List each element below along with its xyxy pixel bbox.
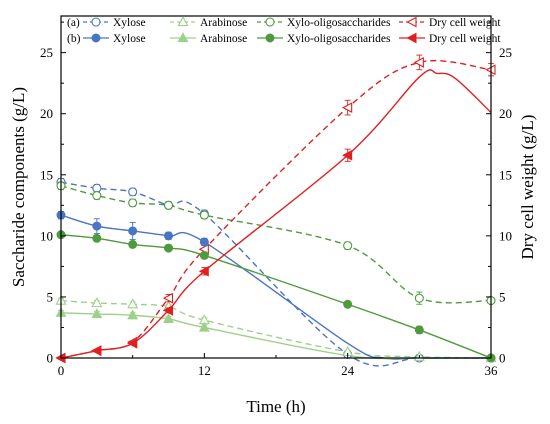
data-point bbox=[341, 102, 353, 114]
data-point bbox=[343, 299, 353, 309]
data-point bbox=[128, 239, 138, 249]
data-point bbox=[164, 231, 173, 241]
y-tick-label: 15 bbox=[40, 167, 53, 182]
data-point bbox=[198, 265, 209, 277]
y-tick-label: 25 bbox=[40, 45, 53, 60]
legend-marker bbox=[91, 33, 101, 43]
data-point bbox=[91, 297, 103, 308]
y2-tick-label: 10 bbox=[499, 228, 512, 243]
legend-entry-label: Dry cell weight bbox=[429, 17, 501, 29]
data-point bbox=[91, 345, 102, 357]
legend-group-label: (b) bbox=[67, 33, 81, 45]
legend-entry-label: Dry cell weight bbox=[429, 33, 501, 45]
legend-marker bbox=[91, 17, 101, 27]
axis-ticks bbox=[60, 21, 492, 359]
data-point bbox=[127, 298, 139, 309]
data-point bbox=[342, 149, 353, 161]
legend-group-label: (a) bbox=[67, 17, 80, 29]
legend-entry-label: Xylo-oligosaccharides bbox=[287, 17, 391, 29]
legend-marker bbox=[406, 16, 417, 28]
data-point bbox=[163, 313, 174, 324]
data-point bbox=[199, 237, 209, 247]
legend-marker bbox=[265, 33, 275, 43]
data-point bbox=[92, 221, 102, 231]
data-point bbox=[199, 250, 209, 260]
series-line-b-dry-cell-weight bbox=[60, 69, 492, 359]
data-point bbox=[413, 57, 424, 68]
x-axis-label: Time (h) bbox=[246, 397, 305, 416]
legend-entry-label: Xylo-oligosaccharides bbox=[287, 33, 391, 45]
series-line-a-xylose bbox=[60, 181, 492, 367]
data-point bbox=[198, 321, 210, 332]
series-line-b-xylo-oligosaccharides bbox=[60, 233, 492, 359]
y-tick-label: 5 bbox=[47, 289, 54, 304]
data-point bbox=[414, 325, 424, 335]
data-point bbox=[199, 210, 209, 220]
x-tick-label: 24 bbox=[341, 363, 355, 378]
data-point bbox=[164, 243, 173, 253]
data-point bbox=[127, 309, 139, 320]
series-markers bbox=[55, 54, 497, 364]
y2-tick-label: 20 bbox=[499, 106, 512, 121]
y2-tick-label: 5 bbox=[499, 289, 506, 304]
x-tick-label: 36 bbox=[485, 363, 499, 378]
data-point bbox=[128, 226, 138, 236]
data-point bbox=[414, 293, 424, 303]
legend: (a) Xylose Arabinose Xylo-oligosaccharides D… bbox=[67, 16, 501, 45]
y2-tick-label: 0 bbox=[499, 351, 506, 366]
x-tick-label: 12 bbox=[198, 363, 211, 378]
legend-entry-label: Arabinose bbox=[200, 17, 247, 29]
legend-marker bbox=[406, 32, 417, 44]
legend-entry-label: Arabinose bbox=[200, 33, 247, 45]
data-point bbox=[162, 292, 174, 304]
legend-entry-label: Xylose bbox=[113, 33, 146, 45]
x-tick-label: 0 bbox=[58, 363, 65, 378]
y2-tick-label: 15 bbox=[499, 167, 512, 182]
data-point bbox=[91, 308, 103, 319]
data-point bbox=[92, 191, 102, 201]
data-point bbox=[127, 338, 138, 349]
data-point bbox=[343, 241, 353, 251]
data-point bbox=[128, 187, 138, 197]
series-line-b-arabinose bbox=[60, 312, 492, 360]
series-line-a-arabinose bbox=[60, 299, 492, 359]
series-line-a-xylo-oligosaccharides bbox=[60, 185, 492, 304]
y-tick-label: 20 bbox=[40, 106, 53, 121]
data-point bbox=[163, 200, 174, 210]
y-tick-label: 0 bbox=[47, 351, 54, 366]
legend-marker bbox=[177, 16, 189, 27]
data-point bbox=[162, 305, 173, 316]
series-curves bbox=[60, 59, 492, 367]
y2-axis-label: Dry cell weight (g/L) bbox=[518, 115, 537, 260]
plot-frame bbox=[60, 15, 492, 359]
y2-tick-label: 25 bbox=[499, 45, 512, 60]
y-axis-label: Saccharide components (g/L) bbox=[9, 87, 28, 287]
data-point bbox=[92, 233, 102, 243]
y-tick-label: 10 bbox=[40, 228, 53, 243]
legend-marker bbox=[177, 32, 189, 43]
data-point bbox=[128, 198, 138, 208]
series-line-a-dry-cell-weight bbox=[60, 59, 492, 359]
legend-entry-label: Xylose bbox=[113, 17, 146, 29]
legend-marker bbox=[265, 17, 275, 27]
